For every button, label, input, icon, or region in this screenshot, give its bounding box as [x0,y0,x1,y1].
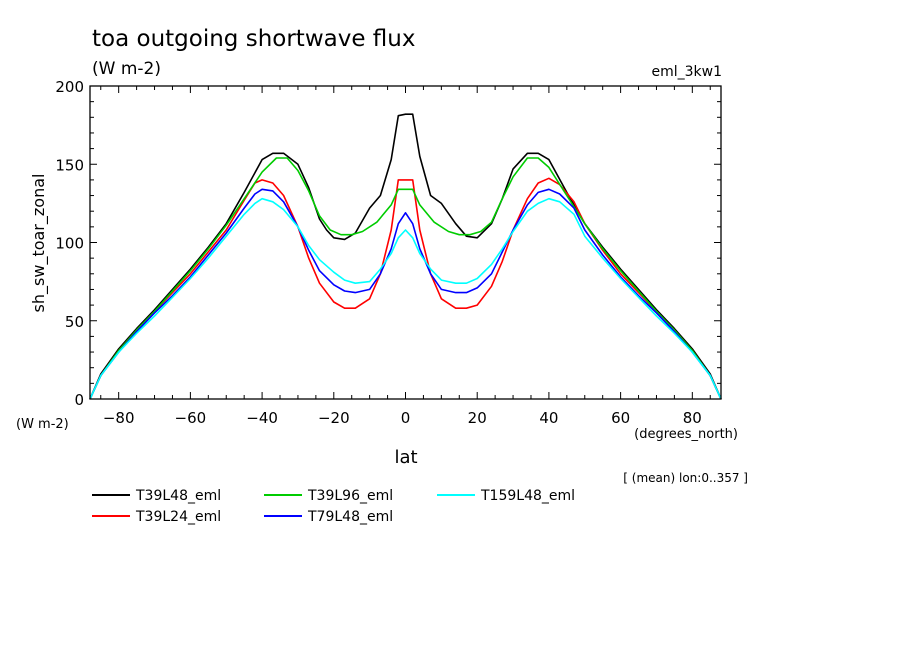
x-tick-label: 80 [683,409,702,427]
series-line-t79l48-eml [89,188,722,400]
legend-label-t39l24-eml: T39L24_eml [135,509,221,525]
experiment-label: eml_3kw1 [651,64,722,80]
y-tick-label: 50 [65,313,84,331]
plot-area [89,85,722,400]
y-tick-label: 100 [55,235,84,253]
chart-units: (W m-2) [92,59,161,79]
x-axis-label: lat [394,447,417,468]
y-axis-units: (W m-2) [16,417,69,432]
legend-label-t39l48-eml: T39L48_eml [135,488,221,504]
x-tick-label: −20 [318,409,350,427]
plot-frame [89,85,722,400]
y-tick-label: 200 [55,78,84,96]
series-layer [89,113,722,400]
y-tick-label: 150 [55,156,84,174]
averaging-note: [ (mean) lon:0..357 ] [623,471,748,485]
legend-label-t39l96-eml: T39L96_eml [307,488,393,504]
legend-label-t79l48-eml: T79L48_eml [307,509,393,525]
x-tick-label: 40 [539,409,558,427]
y-axis-label: sh_sw_toar_zonal [29,174,49,313]
x-tick-label: 60 [611,409,630,427]
x-tick-label: 0 [401,409,411,427]
axes: −80 −60 −40 −20 0 20 40 60 80 0 50 100 150 200 [55,78,721,427]
x-tick-label: 20 [468,409,487,427]
series-line-t39l24-eml [89,177,722,400]
legend-label-t159l48-eml: T159L48_eml [480,488,575,504]
x-tick-label: −40 [246,409,278,427]
chart-title: toa outgoing shortwave flux [92,26,415,52]
series-line-t39l48-eml [89,113,722,400]
x-tick-label: −60 [175,409,207,427]
y-tick-label: 0 [74,391,84,409]
x-tick-label: −80 [103,409,135,427]
series-line-t39l96-eml [89,157,722,400]
legend: T39L48_eml T39L24_eml T39L96_eml T79L48_eml… [92,488,575,525]
x-axis-units: (degrees_north) [634,427,738,442]
series-line-t159l48-eml [89,197,722,400]
